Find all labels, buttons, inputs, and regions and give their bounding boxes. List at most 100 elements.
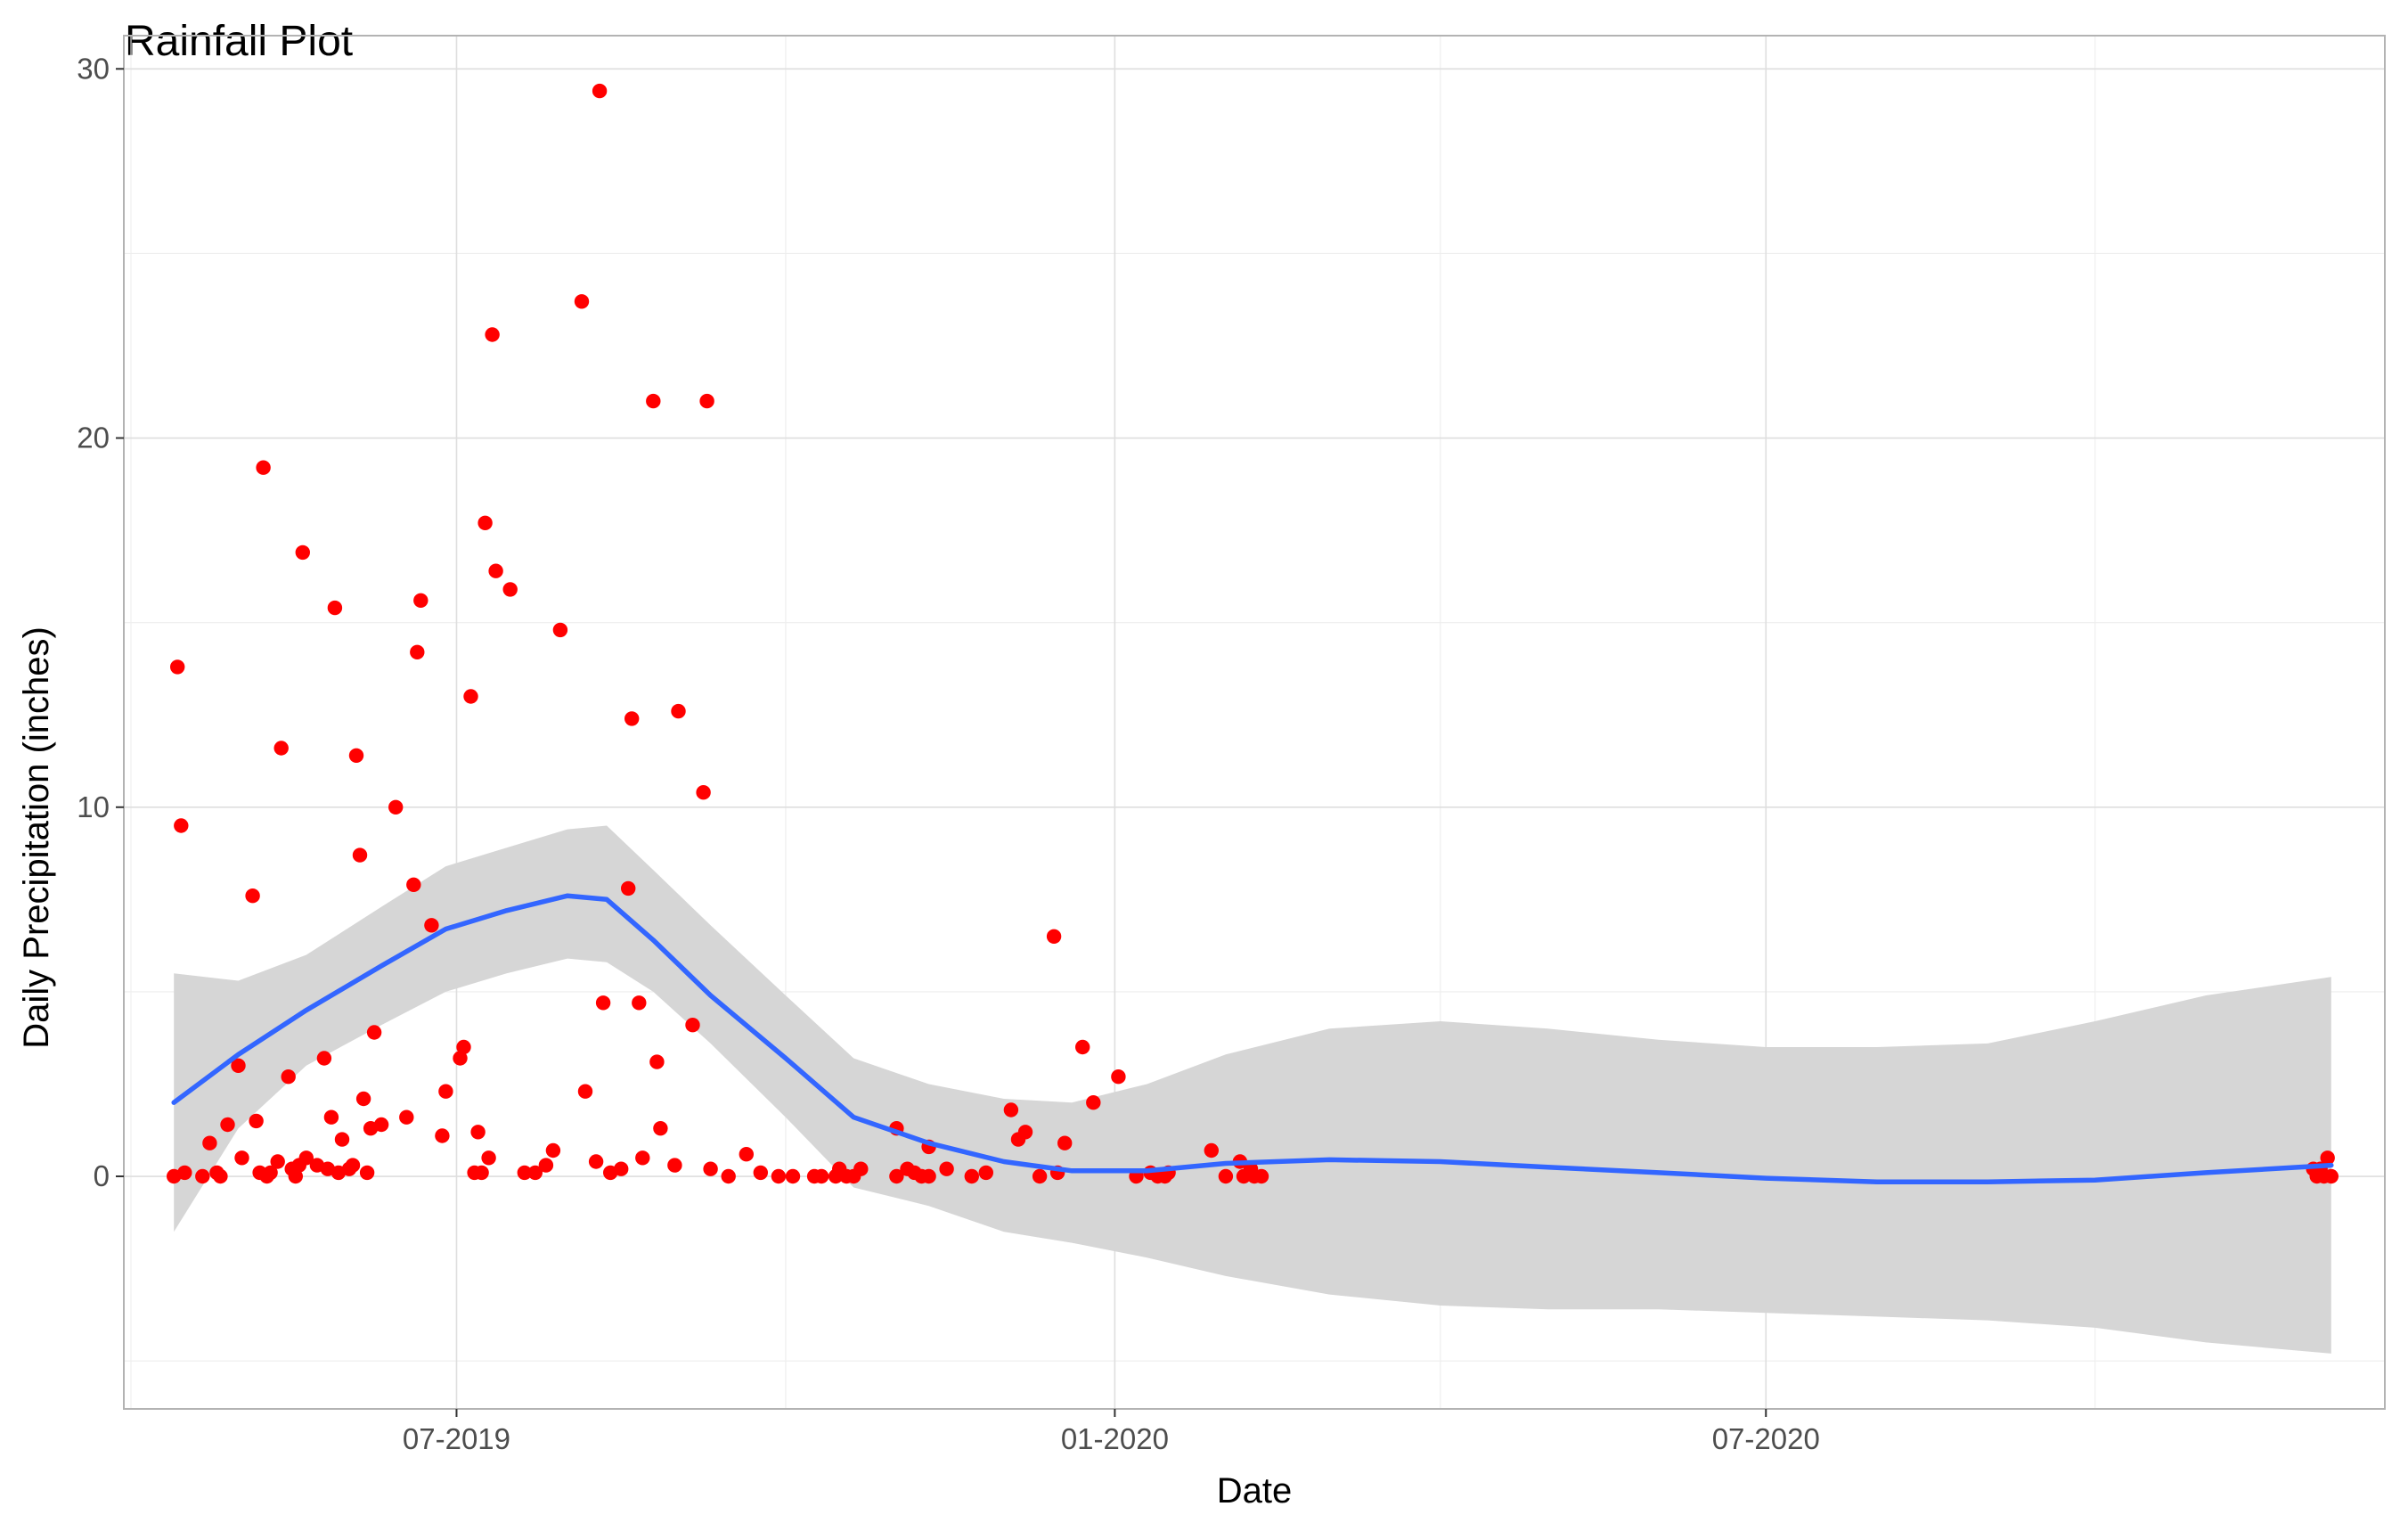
data-point	[488, 563, 503, 578]
data-point	[485, 327, 500, 342]
data-point	[517, 1165, 532, 1181]
data-point	[696, 785, 711, 800]
data-point	[316, 1051, 332, 1066]
data-point	[481, 1150, 496, 1166]
data-point	[624, 711, 640, 726]
data-point	[359, 1165, 375, 1181]
data-point	[649, 1054, 665, 1069]
confidence-band-area	[174, 825, 2331, 1354]
data-point	[785, 1168, 801, 1184]
data-point	[406, 877, 421, 892]
data-point	[327, 600, 343, 616]
data-point	[1057, 1135, 1073, 1150]
data-point	[263, 1165, 278, 1181]
data-point	[195, 1168, 210, 1184]
x-tick-label: 07-2020	[1712, 1422, 1820, 1455]
data-point	[288, 1168, 303, 1184]
data-point	[373, 1117, 389, 1133]
data-point	[703, 1161, 718, 1176]
data-point	[1218, 1168, 1234, 1184]
x-axis-title: Date	[1217, 1471, 1293, 1511]
data-point	[635, 1150, 650, 1166]
data-point	[685, 1018, 700, 1033]
data-point	[170, 659, 185, 675]
data-point	[470, 1125, 486, 1140]
data-point	[1003, 1102, 1019, 1118]
chart-title: Rainfall Plot	[125, 18, 353, 65]
data-point	[435, 1128, 450, 1143]
data-point	[502, 582, 518, 597]
y-tick-label: 10	[77, 790, 110, 823]
smooth-line	[171, 893, 2334, 1184]
data-point	[174, 818, 189, 833]
data-point	[889, 1168, 904, 1184]
x-tick-label: 07-2019	[403, 1422, 510, 1455]
data-point	[345, 1158, 361, 1173]
data-point	[921, 1168, 936, 1184]
data-point	[545, 1142, 561, 1158]
data-point	[234, 1150, 249, 1166]
data-points	[167, 83, 2339, 1184]
data-point	[721, 1168, 736, 1184]
x-axis-ticks: 07-2019 01-2020 07-2020	[403, 1409, 1820, 1455]
data-point	[621, 880, 636, 896]
data-point	[2323, 1168, 2339, 1184]
data-point	[399, 1109, 414, 1125]
data-point	[771, 1168, 787, 1184]
data-point	[410, 644, 425, 659]
data-point	[298, 1150, 314, 1166]
x-tick-label: 01-2020	[1061, 1422, 1169, 1455]
data-point	[588, 1154, 604, 1169]
data-point	[213, 1168, 228, 1184]
data-point	[270, 1154, 285, 1169]
data-point	[527, 1165, 543, 1181]
data-point	[614, 1161, 629, 1176]
y-tick-label: 30	[77, 52, 110, 85]
data-point	[348, 748, 364, 763]
data-point	[577, 1084, 593, 1099]
data-point	[753, 1165, 768, 1181]
data-point	[667, 1158, 682, 1173]
data-point	[202, 1135, 217, 1150]
data-point	[334, 1132, 350, 1147]
data-point	[273, 741, 289, 756]
panel-border	[123, 35, 2386, 1410]
data-point	[1253, 1168, 1269, 1184]
data-point	[231, 1058, 246, 1074]
data-point	[478, 515, 493, 530]
data-point	[595, 995, 611, 1011]
data-point	[1032, 1168, 1048, 1184]
data-point	[245, 888, 260, 904]
data-point	[853, 1161, 869, 1176]
y-axis-title: Daily Precipitation (inches)	[17, 626, 56, 1049]
data-point	[739, 1147, 754, 1162]
data-point	[281, 1069, 296, 1085]
data-point	[323, 1109, 339, 1125]
data-point	[978, 1165, 994, 1181]
y-axis-ticks: 0 10 20 30	[77, 52, 124, 1192]
data-point	[388, 799, 404, 815]
data-point	[463, 689, 478, 704]
data-point	[671, 703, 686, 719]
smooth-line-layer	[171, 893, 2334, 1184]
data-point	[366, 1025, 382, 1040]
data-point	[538, 1158, 554, 1173]
data-point	[295, 544, 310, 561]
data-point	[1204, 1142, 1220, 1158]
data-point	[646, 393, 661, 409]
data-point	[456, 1039, 471, 1055]
data-point	[632, 995, 647, 1011]
data-point	[453, 1051, 468, 1066]
data-point	[813, 1168, 829, 1184]
data-point	[2320, 1150, 2335, 1166]
data-point	[413, 593, 429, 608]
major-gridlines	[124, 36, 2385, 1409]
data-point	[249, 1113, 264, 1129]
data-point	[355, 1091, 371, 1107]
data-point	[574, 294, 590, 309]
data-point	[592, 83, 608, 99]
data-point	[220, 1117, 235, 1133]
y-tick-label: 0	[94, 1159, 110, 1192]
data-point	[1046, 929, 1062, 945]
